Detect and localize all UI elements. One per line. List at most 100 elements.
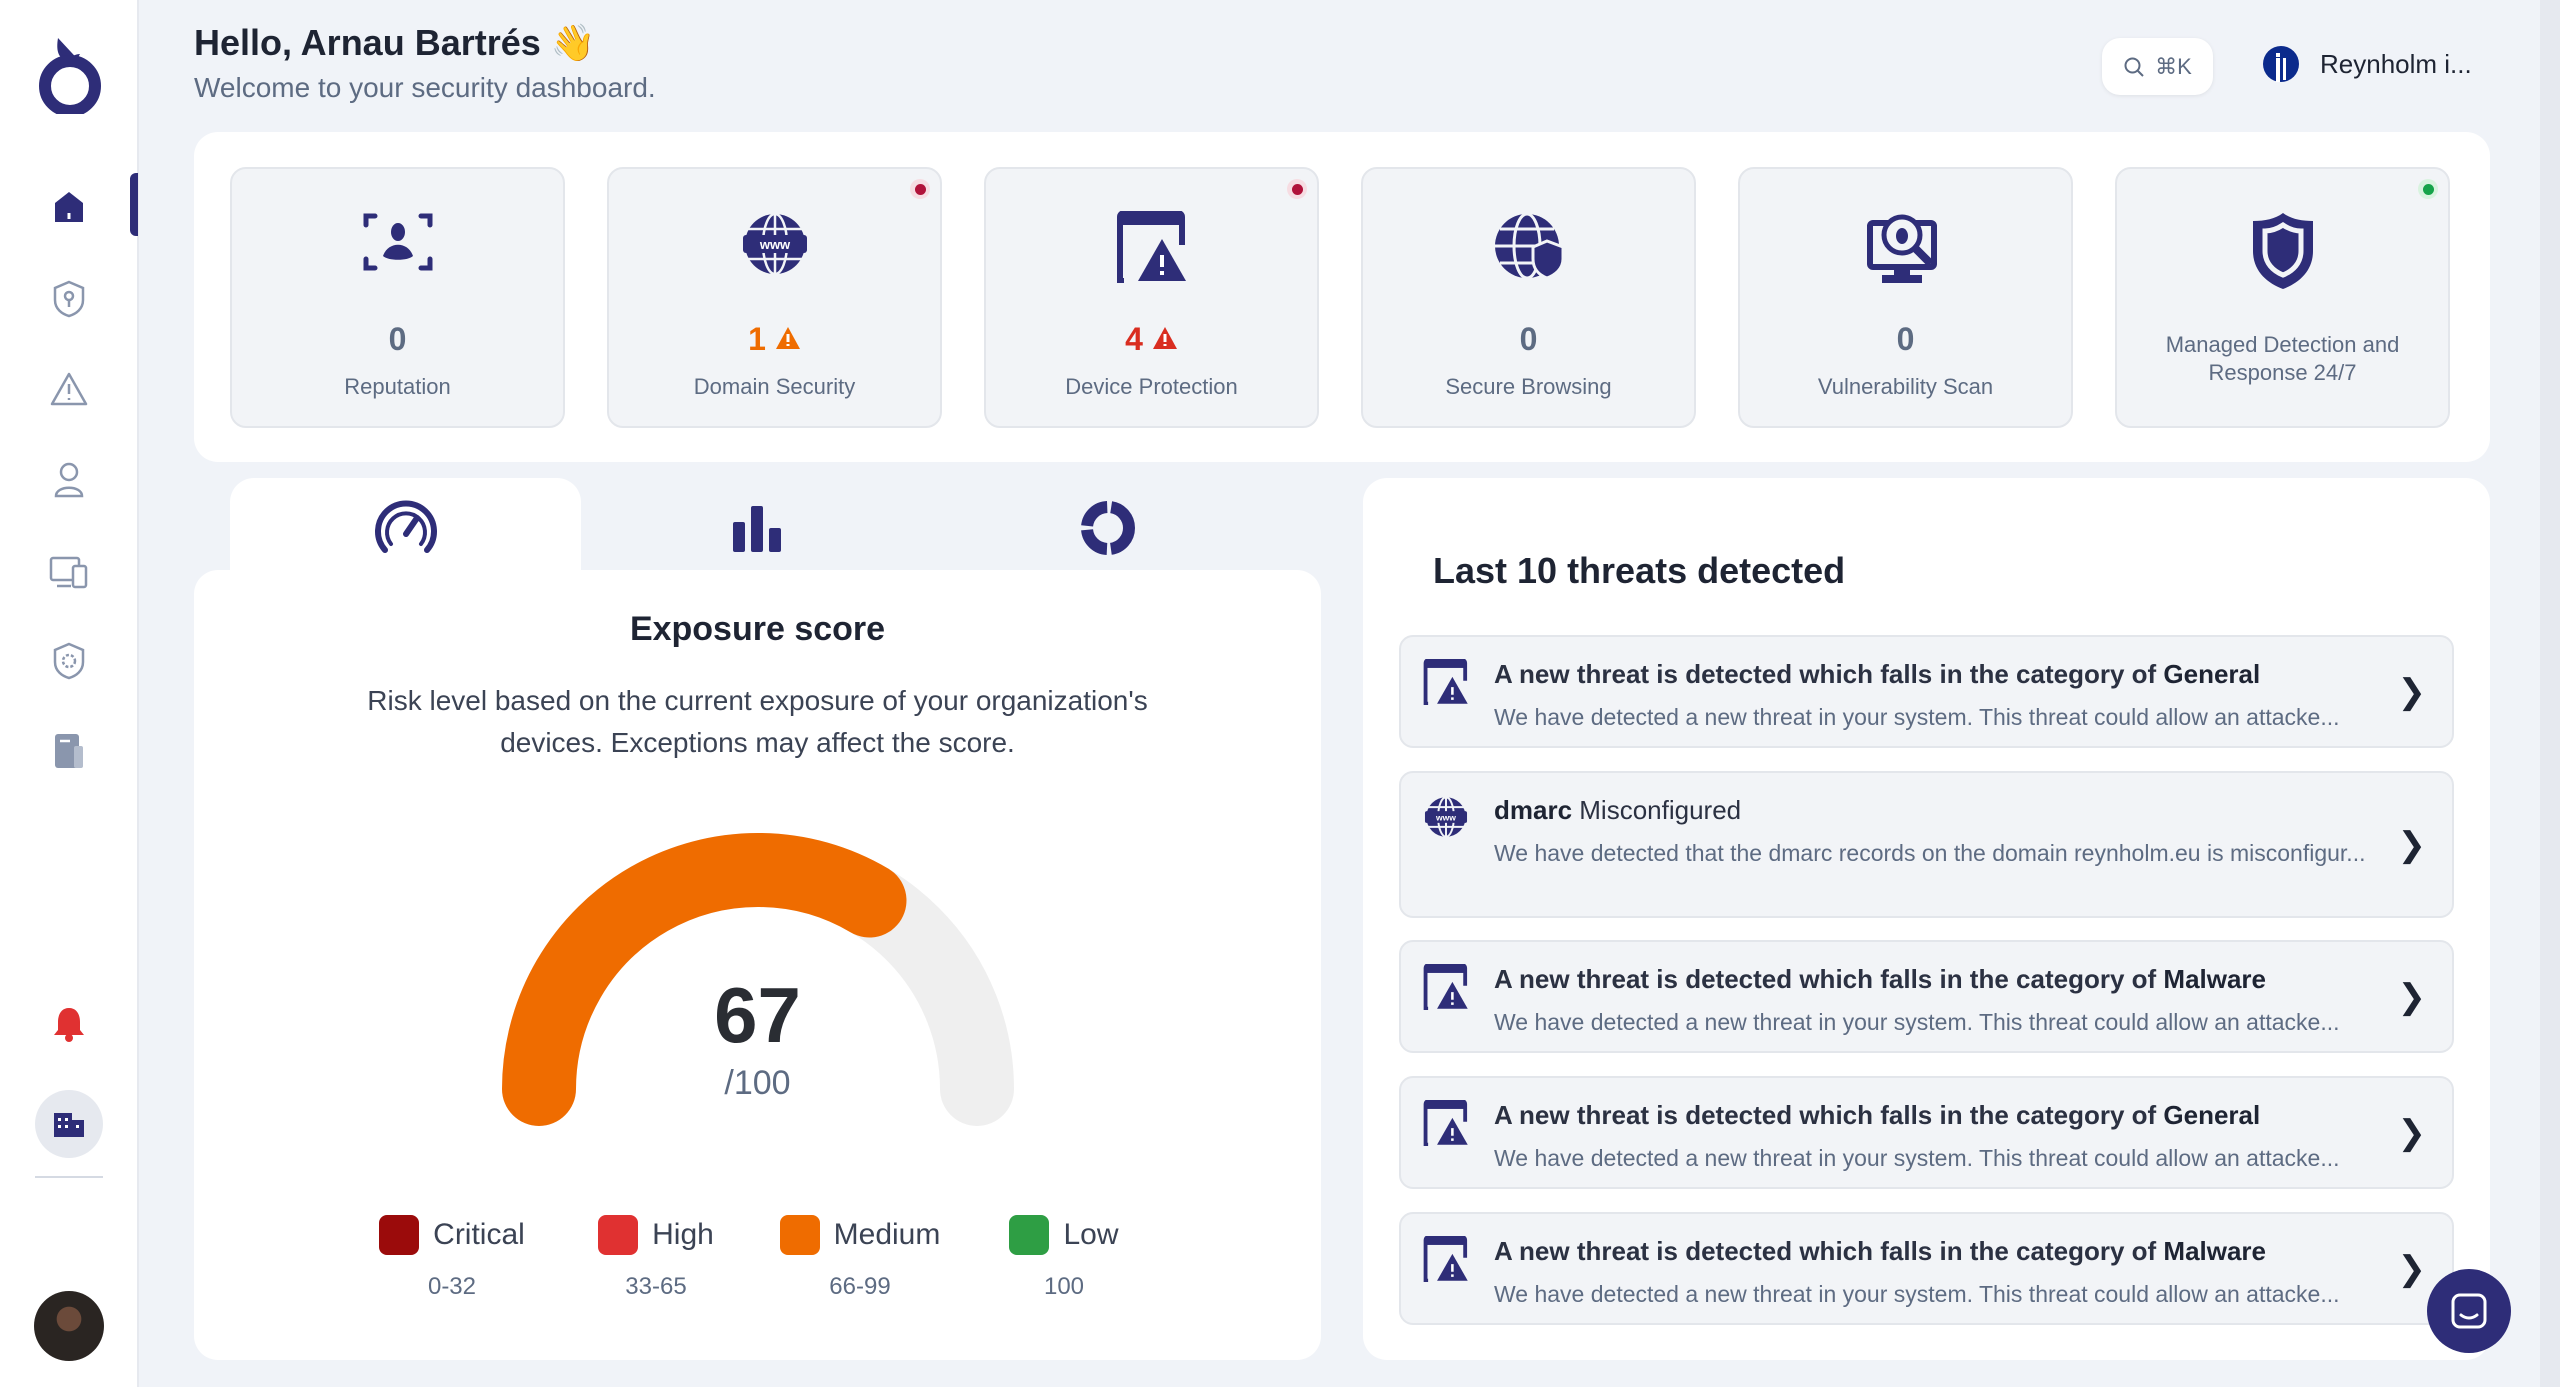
threat-item[interactable]: A new threat is detected which falls in … [1399,1076,2454,1189]
chevron-right-icon[interactable]: ❯ [2397,977,2427,1016]
bell-icon [54,1008,84,1042]
threat-category: Malware [2163,1236,2267,1266]
exposure-panel: Exposure score Risk level based on the c… [194,570,1321,1360]
tab-bar-chart[interactable] [581,478,932,578]
card-secure-browsing[interactable]: 0 Secure Browsing [1361,167,1696,428]
legend-range: 0-32 [427,1273,477,1300]
threats-title: Last 10 threats detected [1433,550,1846,591]
threat-title-text: A new threat is detected which falls in … [1494,1100,2164,1130]
chart-tabs [230,478,1290,578]
user-avatar[interactable] [34,1291,104,1361]
threat-description: We have detected that the dmarc records … [1494,840,2366,866]
card-vulnerability-scan[interactable]: 0 Vulnerability Scan [1738,167,2073,428]
card-value: 0 [388,321,407,357]
legend-range: 66-99 [829,1273,891,1300]
threat-title-text: A new threat is detected which falls in … [1494,1236,2164,1266]
exposure-score: 67 [714,971,801,1059]
sidebar-item-alerts[interactable] [44,364,94,414]
legend-critical: Critical 0-32 [352,1215,552,1301]
card-value-number: 4 [1125,321,1143,357]
globe-www-icon: www [742,212,807,276]
status-dot [1287,179,1307,199]
shield-key-icon [53,280,85,318]
threat-title: A new threat is detected which falls in … [1494,1100,2260,1131]
svg-text:www: www [1435,812,1456,822]
logo[interactable] [34,34,104,114]
legend-label: Low [1063,1218,1119,1251]
exposure-title: Exposure score [629,610,886,648]
threat-description: We have detected a new threat in your sy… [1494,1281,2340,1307]
threat-item[interactable]: A new threat is detected which falls in … [1399,635,2454,748]
threat-item[interactable]: www dmarc Misconfigured We have detected t… [1399,771,2454,918]
sidebar-item-home[interactable] [44,182,94,232]
legend-label: Critical [433,1218,525,1251]
exposure-max: /100 [724,1064,791,1102]
sidebar-item-reports[interactable] [44,726,94,776]
threat-title-text: A new threat is detected which falls in … [1494,964,2164,994]
threat-item[interactable]: A new threat is detected which falls in … [1399,940,2454,1053]
chevron-right-icon[interactable]: ❯ [2397,825,2427,864]
card-label: Vulnerability Scan [1817,374,1994,399]
card-value: 0 [1896,321,1915,357]
bar-chart-icon [732,506,781,552]
tab-gauge[interactable] [230,478,581,578]
card-reputation[interactable]: 0 Reputation [230,167,565,428]
card-label: Domain Security [693,374,856,399]
card-domain-security[interactable]: www 1 Domain Security [607,167,942,428]
card-value: 0 [1519,321,1538,357]
chevron-right-icon[interactable]: ❯ [2397,672,2427,711]
sidebar-item-settings[interactable] [44,636,94,686]
page-scrollbar[interactable] [2540,0,2560,1387]
device-warning-icon [1423,1235,1469,1287]
organization-switcher[interactable]: Reynholm i... [2262,44,2472,84]
devices-icon [49,556,88,589]
sidebar-item-devices[interactable] [44,547,94,597]
threat-description: We have detected a new threat in your sy… [1494,1009,2340,1035]
home-icon [55,192,83,222]
sidebar-divider [35,1176,103,1178]
warning-icon [1152,327,1177,349]
threat-item[interactable]: A new threat is detected which falls in … [1399,1212,2454,1325]
legend-swatch [379,1215,420,1255]
shield-gear-icon [53,642,85,680]
card-value-number: 1 [748,321,766,357]
sidebar-item-security[interactable] [44,274,94,324]
org-logo-icon [2263,46,2299,82]
device-warning-icon [1423,963,1469,1015]
shield-icon [2252,213,2313,289]
threat-category: dmarc [1494,795,1573,825]
service-cards: 0 Reputation www 1 Domain Security 4 Dev… [194,132,2490,462]
chevron-right-icon[interactable]: ❯ [2397,1113,2427,1152]
legend-swatch [598,1215,639,1255]
chat-button[interactable] [2427,1269,2511,1353]
threat-description: We have detected a new threat in your sy… [1494,704,2340,730]
sidebar [0,0,139,1387]
legend-low: Low 100 [964,1215,1164,1301]
chevron-right-icon[interactable]: ❯ [2397,1249,2427,1288]
organization-button[interactable] [35,1090,103,1158]
legend-swatch [1009,1215,1050,1255]
device-warning-icon [1116,211,1186,283]
user-icon [54,462,84,498]
legend-range: 100 [1043,1273,1085,1300]
card-label: Managed Detection and Response 24/7 [2165,332,2400,385]
threat-title-suffix: Misconfigured [1572,795,1742,825]
card-device-protection[interactable]: 4 Device Protection [984,167,1319,428]
threat-category: General [2163,1100,2261,1130]
legend-high: High 33-65 [556,1215,756,1301]
status-dot [2418,179,2438,199]
building-icon [54,1113,84,1137]
threat-category: Malware [2163,964,2267,994]
document-icon [55,734,83,768]
notifications-button[interactable] [44,999,94,1049]
tab-donut-chart[interactable] [932,478,1283,578]
card-value: 1 [609,321,940,358]
globe-www-icon: www [1423,795,1469,844]
legend-swatch [779,1215,820,1255]
sidebar-item-users[interactable] [44,455,94,505]
card-mdr[interactable]: Managed Detection and Response 24/7 [2115,167,2450,428]
gauge-fill [502,833,907,1126]
threat-title: dmarc Misconfigured [1494,795,1741,826]
chat-icon [2451,1293,2487,1329]
search-button[interactable]: ⌘K [2102,38,2213,95]
